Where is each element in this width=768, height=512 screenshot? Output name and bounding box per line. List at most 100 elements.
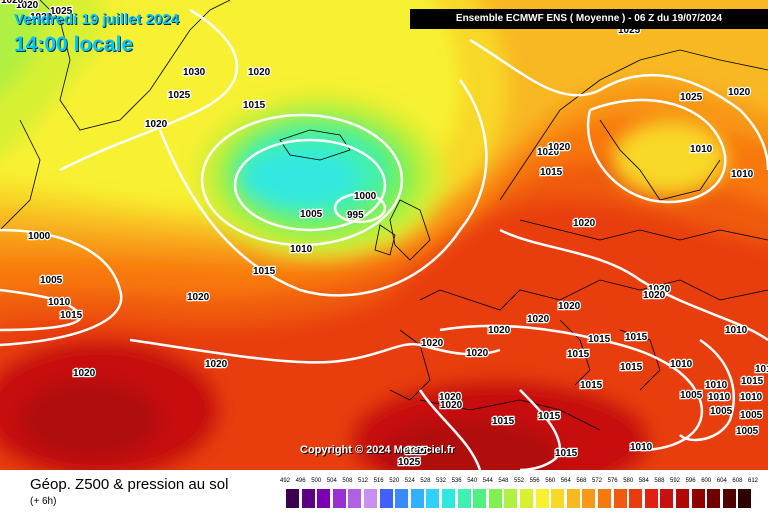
pressure-label: 1020 (488, 325, 511, 336)
legend-tick-label: 496 (295, 478, 306, 484)
legend-swatch (410, 489, 424, 508)
color-legend: 492 496 500 504 508 512 516 520 524 528 532 536 540 5… (280, 478, 758, 512)
legend-tick-label: 592 (670, 478, 681, 484)
legend-tick-label: 552 (514, 478, 525, 484)
pressure-label: 1010 (630, 442, 653, 453)
legend-tick-label: 600 (701, 478, 712, 484)
legend-tick-label: 516 (373, 478, 384, 484)
legend-tick-label: 584 (638, 478, 649, 484)
legend-swatch (301, 489, 315, 508)
pressure-label: 1020 (1, 0, 24, 6)
legend-swatch (535, 489, 549, 508)
legend-swatch (520, 489, 533, 508)
pressure-label: 1015 (492, 416, 515, 427)
pressure-label: 1020 (421, 338, 444, 349)
legend-tick-label: 572 (592, 478, 603, 484)
legend-tick-label: 604 (716, 478, 727, 484)
legend-swatch (598, 489, 611, 508)
legend-tick-label: 512 (358, 478, 369, 484)
pressure-label: 1010 (740, 392, 763, 403)
legend-tick-label: 500 (311, 478, 322, 484)
legend-swatch (613, 489, 627, 508)
copyright-text: Copyright © 2024 Meteociel.fr (300, 444, 455, 456)
pressure-label: 1015 (60, 310, 83, 321)
legend-tick-label: 520 (389, 478, 400, 484)
pressure-label: 1020 (145, 119, 168, 130)
weather-map: 1020 1025 1030 1025 1020 1015 1020 1000 … (0, 0, 768, 470)
pressure-label: 1020 (30, 12, 53, 23)
pressure-label: 1000 (354, 191, 377, 202)
model-header: Ensemble ECMWF ENS ( Moyenne ) - 06 Z du… (410, 9, 768, 29)
pressure-label: 1020 (558, 301, 581, 312)
pressure-label: 1025 (405, 446, 428, 457)
geopotential-fill (0, 0, 768, 470)
pressure-label: 1025 (168, 90, 191, 101)
pressure-label: 1020 (466, 348, 489, 359)
legend-swatch (660, 489, 674, 508)
pressure-label: 1015 (540, 167, 563, 178)
pressure-label: 1010 (708, 392, 731, 403)
legend-swatch (379, 489, 393, 508)
pressure-label: 1015 (741, 376, 764, 387)
pressure-label: 1015 (567, 349, 590, 360)
legend-swatch (317, 489, 331, 508)
legend-swatch (332, 489, 346, 508)
map-subtitle: (+ 6h) (30, 496, 57, 507)
pressure-label: 1020 (73, 368, 96, 379)
pressure-label: 1020 (187, 292, 210, 303)
pressure-label: 1020 (440, 400, 463, 411)
pressure-label: 1010 (290, 244, 313, 255)
pressure-label: 1015 (625, 332, 648, 343)
legend-tick-label: 564 (560, 478, 571, 484)
pressure-label: 1005 (40, 275, 63, 286)
pressure-label: 1005 (740, 410, 763, 421)
legend-swatch (504, 489, 518, 508)
legend-swatch (426, 489, 440, 508)
pressure-label: 1020 (648, 284, 671, 295)
pressure-label: 1005 (736, 426, 759, 437)
pressure-labels: 1020 1025 1030 1025 1020 1015 1020 1000 … (0, 0, 768, 469)
legend-tick-label: 528 (420, 478, 431, 484)
legend-tick-label: 540 (467, 478, 478, 484)
pressure-label: 1015 (755, 364, 768, 375)
pressure-label: 1020 (537, 147, 560, 158)
pressure-label: 1015 (620, 362, 643, 373)
pressure-label: 1015 (243, 100, 266, 111)
pressure-label: 1020 (728, 87, 751, 98)
pressure-label: 1010 (48, 297, 71, 308)
legend-tick-label: 612 (748, 478, 759, 484)
legend-swatch (582, 489, 596, 508)
pressure-label: 1015 (253, 266, 276, 277)
pressure-label: 1025 (680, 92, 703, 103)
legend-swatch (395, 489, 409, 508)
pressure-label: 1030 (183, 67, 206, 78)
pressure-label: 995 (347, 210, 364, 221)
isobars (0, 8, 768, 470)
pressure-label: 1020 (573, 218, 596, 229)
legend-tick-label: 508 (342, 478, 353, 484)
forecast-date: Vendredi 19 juillet 2024 (14, 11, 180, 28)
pressure-label: 1020 (205, 359, 228, 370)
legend-swatch (644, 489, 658, 508)
coastlines (0, 0, 768, 431)
legend-swatch (629, 489, 643, 508)
legend-swatch (473, 489, 487, 508)
pressure-label: 1000 (28, 231, 51, 242)
legend-swatch (691, 489, 705, 508)
forecast-time: 14:00 locale (14, 33, 134, 56)
legend-tick-label: 492 (280, 478, 291, 484)
pressure-label: 1015 (538, 411, 561, 422)
pressure-label: 1005 (680, 390, 703, 401)
legend-tick-label: 576 (607, 478, 618, 484)
legend-swatch (457, 489, 471, 508)
map-canvas: 1020 1025 1030 1025 1020 1015 1020 1000 … (0, 0, 768, 470)
legend-tick-label: 588 (654, 478, 665, 484)
legend-swatch (442, 489, 455, 508)
legend-swatch (286, 489, 299, 508)
footer-bar: Géop. Z500 & pression au sol (+ 6h) 492 4… (0, 470, 768, 512)
legend-tick-label: 608 (732, 478, 743, 484)
map-title: Géop. Z500 & pression au sol (30, 476, 229, 493)
legend-tick-label: 580 (623, 478, 634, 484)
pressure-label: 1025 (398, 457, 421, 468)
legend-tick-label: 532 (436, 478, 447, 484)
